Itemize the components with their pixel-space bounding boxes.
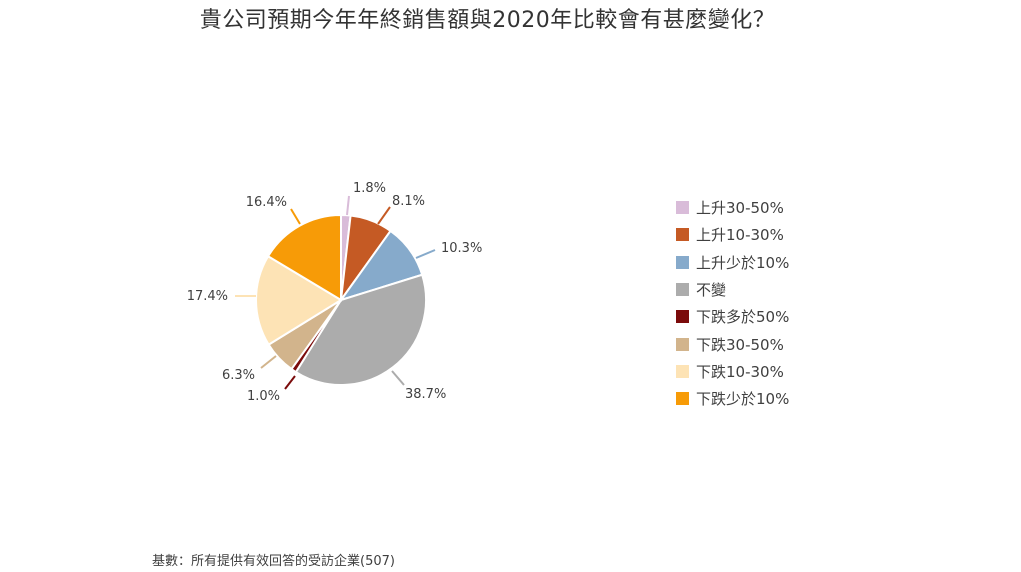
data-label-8: 16.4% <box>246 195 287 210</box>
data-label-1: 1.8% <box>353 181 386 196</box>
footnote: 基數：所有提供有效回答的受訪企業(507) <box>152 554 395 569</box>
legend-item-1: 上升30-50% <box>676 194 789 221</box>
leader-line-5 <box>284 375 296 390</box>
legend-swatch <box>676 255 689 269</box>
leader-line-8 <box>290 208 301 225</box>
data-label-7: 17.4% <box>187 289 228 304</box>
legend-label: 上升少於10% <box>696 253 790 272</box>
legend-item-3: 上升少於10% <box>676 249 789 276</box>
leader-line-6 <box>260 355 277 369</box>
legend-label: 上升10-30% <box>696 226 784 245</box>
legend-swatch <box>676 364 689 378</box>
legend-item-7: 下跌10-30% <box>676 358 789 385</box>
leader-line-2 <box>377 206 391 225</box>
pie-slice-8 <box>266 213 342 302</box>
data-label-4: 38.7% <box>405 387 446 402</box>
leader-line-1 <box>346 195 350 216</box>
legend-swatch <box>676 310 689 324</box>
leader-line-3 <box>415 249 436 259</box>
legend-label: 下跌30-50% <box>696 335 784 354</box>
data-label-2: 8.1% <box>392 194 425 209</box>
legend-label: 下跌少於10% <box>696 390 790 409</box>
legend-swatch <box>676 337 689 351</box>
legend-item-6: 下跌30-50% <box>676 330 789 357</box>
legend-swatch <box>676 283 689 297</box>
legend-swatch <box>676 201 689 215</box>
pie-slice-4 <box>294 273 427 386</box>
legend-item-8: 下跌少於10% <box>676 385 789 412</box>
data-label-6: 6.3% <box>222 368 255 383</box>
data-label-3: 10.3% <box>441 241 482 256</box>
data-label-5: 1.0% <box>247 389 280 404</box>
pie-slice-7 <box>255 254 343 347</box>
legend-swatch <box>676 392 689 406</box>
legend-item-4: 不變 <box>676 276 789 303</box>
legend-label: 不變 <box>696 281 727 300</box>
legend-item-5: 下跌多於50% <box>676 303 789 330</box>
leader-line-4 <box>391 370 405 386</box>
legend-label: 下跌多於50% <box>696 308 790 327</box>
chart-title: 貴公司預期今年年終銷售額與2020年比較會有甚麼變化？ <box>199 8 776 33</box>
legend-swatch <box>676 228 689 242</box>
legend-label: 上升30-50% <box>696 199 784 218</box>
chart-legend: 上升30-50% 上升10-30% 上升少於10% 不變下跌多於50% 下跌30-50%… <box>676 194 789 412</box>
legend-item-2: 上升10-30% <box>676 221 789 248</box>
legend-label: 下跌10-30% <box>696 362 784 381</box>
